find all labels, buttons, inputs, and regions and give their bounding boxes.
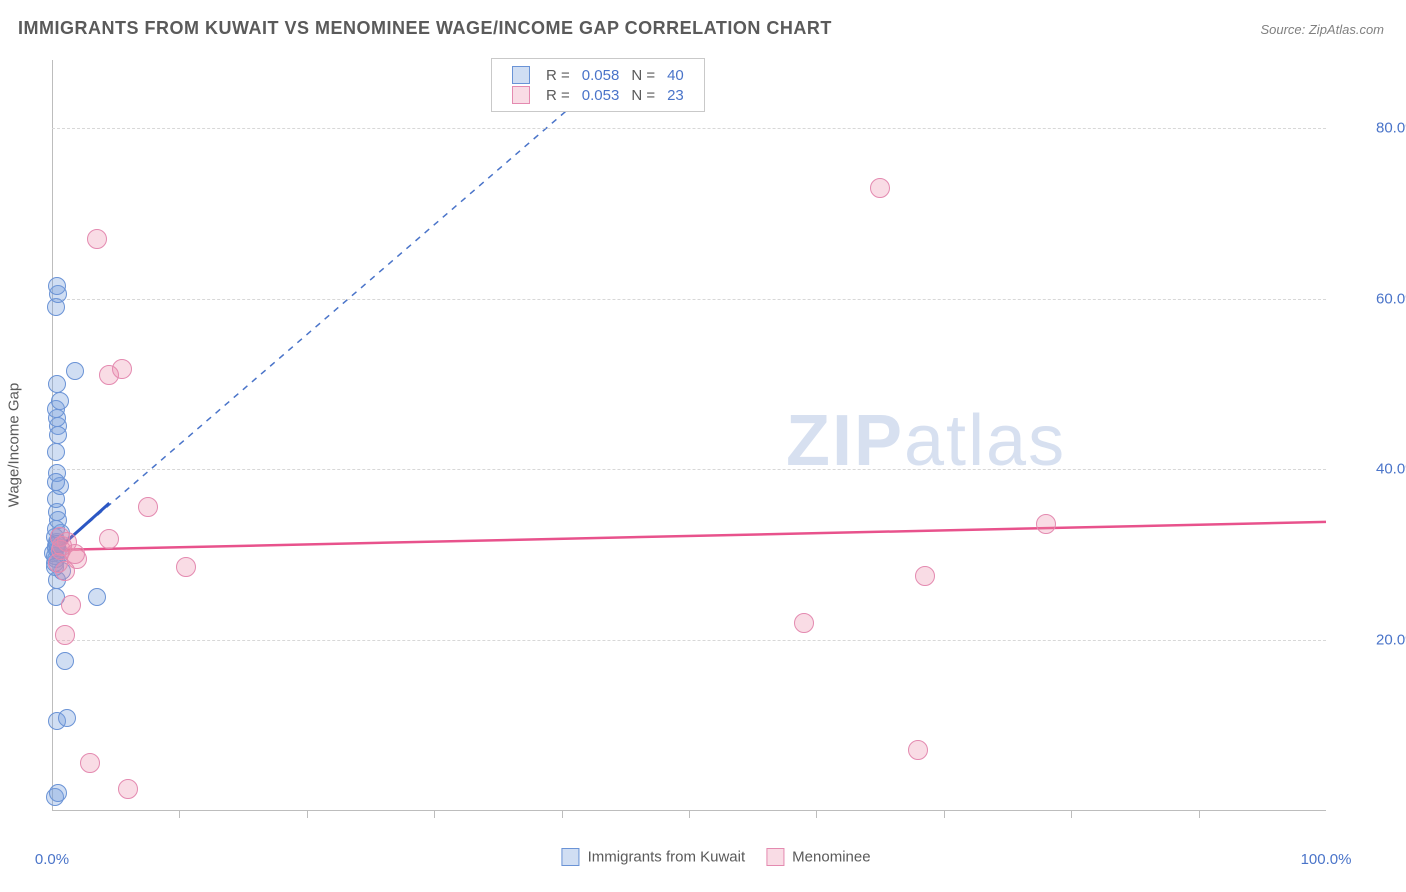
point-series-b — [118, 779, 138, 799]
x-tick — [1199, 810, 1200, 818]
point-series-b — [908, 740, 928, 760]
point-series-a — [47, 443, 65, 461]
grid-line — [52, 299, 1326, 300]
point-series-b — [870, 178, 890, 198]
legend-bottom-swatch-b — [766, 848, 784, 866]
x-tick — [689, 810, 690, 818]
legend-swatch-a — [512, 66, 530, 84]
legend-bottom-label-a: Immigrants from Kuwait — [588, 849, 746, 866]
point-series-b — [80, 753, 100, 773]
x-tick-label: 100.0% — [1301, 851, 1352, 868]
y-tick-label: 60.0% — [1376, 290, 1406, 307]
x-tick — [434, 810, 435, 818]
point-series-a — [49, 426, 67, 444]
x-tick — [816, 810, 817, 818]
legend-row-a: R = 0.058 N = 40 — [506, 65, 690, 85]
grid-line — [52, 469, 1326, 470]
point-series-a — [48, 277, 66, 295]
x-tick — [307, 810, 308, 818]
trend-lines-layer — [46, 50, 1386, 840]
point-series-a — [49, 784, 67, 802]
point-series-b — [87, 229, 107, 249]
point-series-a — [51, 392, 69, 410]
chart-title: IMMIGRANTS FROM KUWAIT VS MENOMINEE WAGE… — [18, 18, 832, 39]
x-tick — [1071, 810, 1072, 818]
point-series-a — [56, 652, 74, 670]
point-series-b — [61, 595, 81, 615]
source-credit: Source: ZipAtlas.com — [1260, 22, 1384, 37]
point-series-a — [48, 375, 66, 393]
grid-line — [52, 128, 1326, 129]
y-tick-label: 80.0% — [1376, 120, 1406, 137]
point-series-b — [915, 566, 935, 586]
point-series-a — [47, 473, 65, 491]
point-series-b — [112, 359, 132, 379]
point-series-b — [138, 497, 158, 517]
point-series-b — [176, 557, 196, 577]
y-axis-label: Wage/Income Gap — [6, 383, 23, 508]
grid-line — [52, 640, 1326, 641]
series-legend: Immigrants from Kuwait Menominee — [561, 848, 870, 866]
point-series-b — [794, 613, 814, 633]
correlation-legend: R = 0.058 N = 40 R = 0.053 N = 23 — [491, 58, 705, 112]
legend-bottom-label-b: Menominee — [792, 849, 870, 866]
legend-swatch-b — [512, 86, 530, 104]
legend-bottom-swatch-a — [561, 848, 579, 866]
point-series-a — [66, 362, 84, 380]
point-series-a — [88, 588, 106, 606]
legend-row-b: R = 0.053 N = 23 — [506, 85, 690, 105]
y-tick-label: 20.0% — [1376, 631, 1406, 648]
point-series-b — [50, 527, 70, 547]
point-series-b — [1036, 514, 1056, 534]
point-series-b — [65, 544, 85, 564]
x-tick — [944, 810, 945, 818]
chart-plot-area: Wage/Income Gap ZIPatlas R = 0.058 N = 4… — [46, 50, 1386, 840]
x-tick — [179, 810, 180, 818]
y-tick-label: 40.0% — [1376, 461, 1406, 478]
x-tick — [562, 810, 563, 818]
point-series-b — [55, 561, 75, 581]
x-tick-label: 0.0% — [35, 851, 69, 868]
point-series-a — [58, 709, 76, 727]
point-series-b — [99, 529, 119, 549]
point-series-b — [55, 625, 75, 645]
